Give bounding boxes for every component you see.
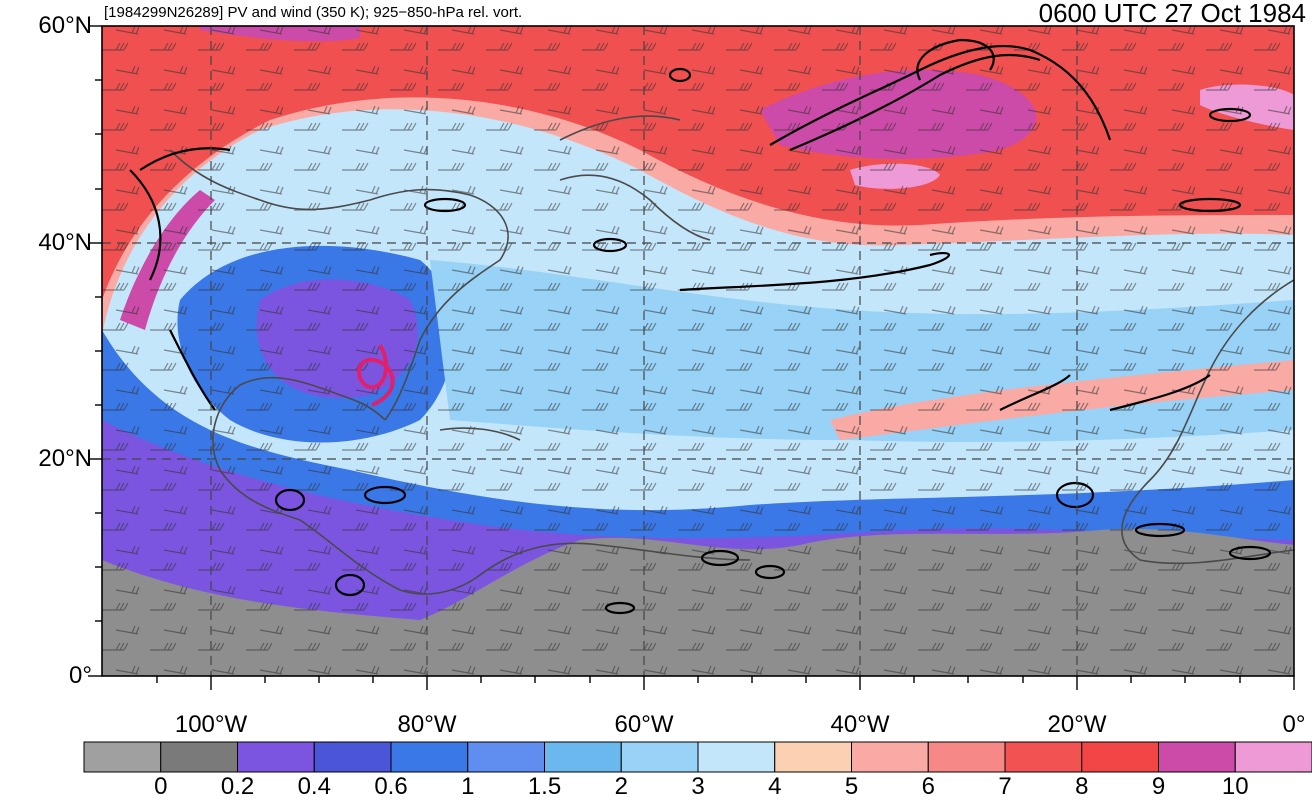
colorbar-swatch [313,741,392,773]
colorbar-swatch [160,741,238,773]
colorbar-swatch [620,741,699,773]
lon-label-20w: 20°W [1047,711,1107,738]
lon-label-80w: 80°W [397,711,457,738]
storm-track [357,343,395,407]
colorbar-swatch [83,741,162,773]
colorbar-tick-label: 8 [1075,773,1089,800]
colorbar-tick-label: 0.2 [220,773,255,800]
colorbar-swatch [467,741,545,773]
colorbar-swatch [544,741,622,773]
colorbar-tick-label: 1 [461,773,475,800]
vorticity-contours [129,38,1272,615]
colorbar-swatch [1158,741,1236,773]
pv-shading [102,26,1294,676]
colorbar-swatch [1234,741,1312,773]
colorbar-tick-label: 1.5 [527,773,562,800]
colorbar-tick-label: 0.4 [297,773,331,800]
colorbar-tick-label: 0.6 [374,773,408,800]
colorbar-swatch [697,741,776,773]
colorbar-tick-label: 3 [691,773,705,800]
colorbar-swatch [851,741,929,773]
colorbar-tick-label: 9 [1151,773,1166,800]
colorbar-tick-label: 2 [614,773,628,800]
gridlines [102,26,1294,676]
colorbar-tick-label: 7 [998,773,1012,800]
lon-label-0: 0° [1282,711,1306,738]
colorbar-swatch [390,741,469,773]
colorbar-tick-label: 5 [844,773,859,800]
lon-label-40w: 40°W [830,711,890,738]
colorbar-tick-label: 6 [921,773,935,800]
colorbar-swatch [774,741,852,773]
lat-label-0: 0° [69,662,92,689]
colorbar-tick-label: 0 [154,773,168,800]
coastlines [169,115,1294,595]
wind-barbs [102,26,1294,676]
lon-label-60w: 60°W [614,711,674,738]
colorbar-tick-label: 4 [768,773,782,800]
lon-label-100w: 100°W [174,711,248,738]
colorbar-swatch [237,741,315,773]
case-label: [1984299N26289] PV and wind (350 K); 925… [104,4,523,21]
colorbar-swatch [1081,741,1159,773]
colorbar-tick-label: 10 [1221,773,1249,800]
lat-label-40n: 40°N [38,229,92,256]
colorbar [83,741,1312,773]
colorbar-swatch [1004,741,1083,773]
valid-time: 0600 UTC 27 Oct 1984 [1038,0,1306,28]
lat-label-60n: 60°N [38,12,92,39]
axis-ticks [88,25,1295,690]
colorbar-swatch [927,741,1006,773]
lat-label-20n: 20°N [38,445,92,472]
